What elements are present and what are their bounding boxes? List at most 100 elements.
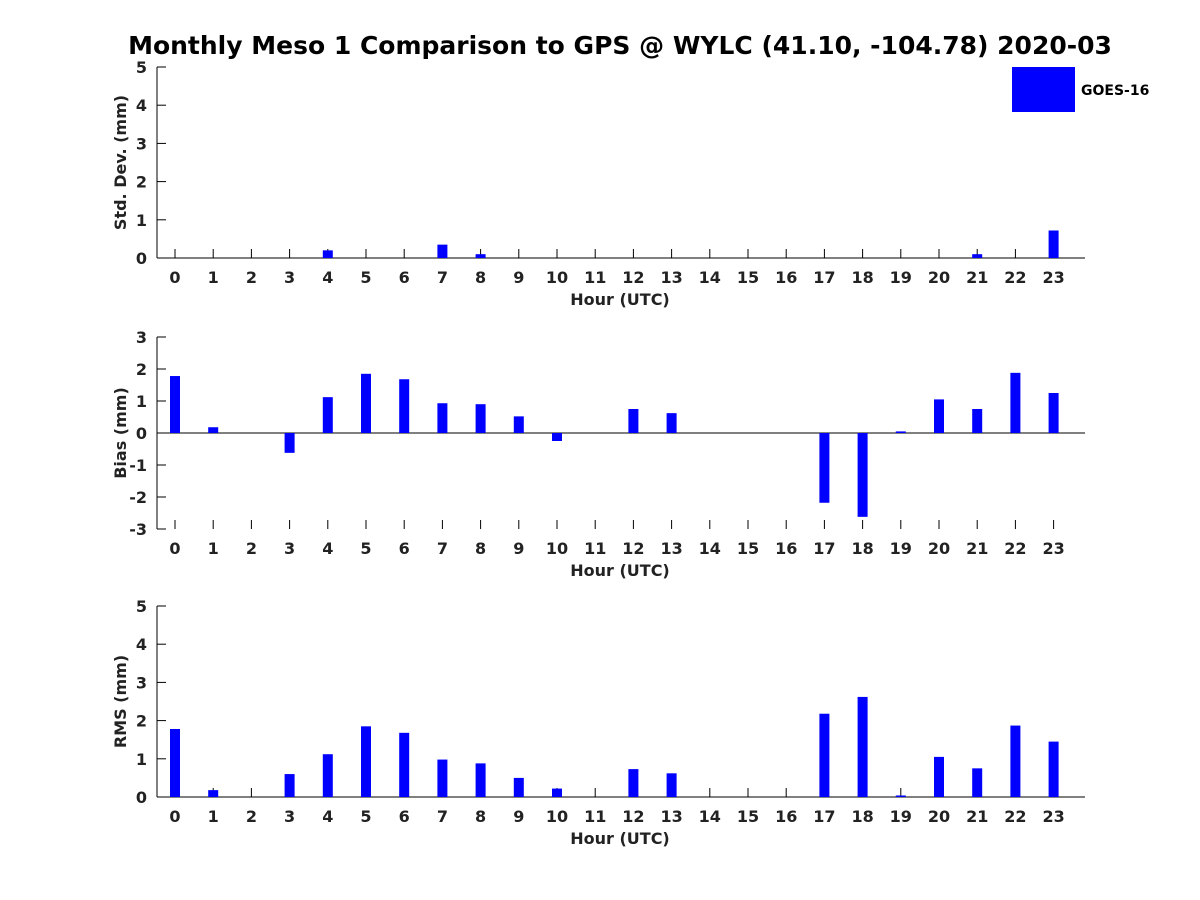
bar bbox=[857, 433, 868, 517]
x-tick-label: 2 bbox=[246, 807, 257, 826]
x-tick-label: 20 bbox=[928, 539, 950, 558]
x-tick-label: 16 bbox=[775, 539, 797, 558]
x-tick-label: 17 bbox=[813, 807, 835, 826]
y-tick-label: 2 bbox=[136, 360, 147, 379]
bar bbox=[895, 795, 906, 797]
y-tick-label: 1 bbox=[136, 750, 147, 769]
bar bbox=[284, 774, 295, 797]
x-tick-label: 10 bbox=[546, 539, 568, 558]
x-tick-label: 12 bbox=[622, 807, 644, 826]
bar bbox=[1010, 725, 1021, 797]
y-axis-label: Std. Dev. (mm) bbox=[111, 95, 130, 230]
bar bbox=[628, 769, 639, 797]
bar bbox=[170, 376, 180, 433]
x-tick-label: 21 bbox=[966, 268, 988, 287]
x-tick-label: 22 bbox=[1004, 807, 1026, 826]
bar bbox=[1048, 393, 1059, 433]
bar bbox=[513, 416, 524, 433]
x-tick-label: 3 bbox=[284, 807, 295, 826]
x-tick-label: 15 bbox=[737, 807, 759, 826]
y-tick-label: 3 bbox=[136, 134, 147, 153]
legend-label: GOES-16 bbox=[1081, 83, 1149, 99]
x-tick-label: 13 bbox=[660, 268, 682, 287]
x-axis-label: Hour (UTC) bbox=[570, 561, 670, 580]
bar bbox=[934, 756, 944, 797]
bar bbox=[475, 254, 486, 258]
y-tick-label: 0 bbox=[136, 249, 147, 268]
x-tick-label: 18 bbox=[851, 539, 873, 558]
x-axis-label: Hour (UTC) bbox=[570, 829, 670, 848]
bar bbox=[628, 409, 639, 433]
x-tick-label: 4 bbox=[322, 807, 333, 826]
x-tick-label: 4 bbox=[322, 539, 333, 558]
x-tick-label: 11 bbox=[584, 268, 606, 287]
x-tick-label: 3 bbox=[284, 268, 295, 287]
x-tick-label: 15 bbox=[737, 539, 759, 558]
x-tick-label: 5 bbox=[360, 539, 371, 558]
legend: GOES-16 bbox=[1012, 67, 1149, 112]
bar bbox=[934, 399, 944, 433]
y-tick-label: 0 bbox=[136, 788, 147, 807]
y-tick-label: 3 bbox=[136, 328, 147, 347]
x-tick-label: 19 bbox=[890, 807, 912, 826]
y-tick-label: 1 bbox=[136, 392, 147, 411]
bar bbox=[972, 254, 983, 258]
x-tick-label: 2 bbox=[246, 268, 257, 287]
x-tick-label: 14 bbox=[699, 539, 721, 558]
bar bbox=[666, 773, 677, 797]
x-tick-label: 13 bbox=[660, 539, 682, 558]
x-tick-label: 8 bbox=[475, 268, 486, 287]
x-tick-label: 23 bbox=[1042, 807, 1064, 826]
bar bbox=[857, 696, 868, 797]
bar bbox=[1048, 741, 1059, 797]
x-tick-label: 8 bbox=[475, 539, 486, 558]
x-tick-label: 6 bbox=[399, 807, 410, 826]
y-tick-label: 3 bbox=[136, 673, 147, 692]
x-tick-label: 12 bbox=[622, 268, 644, 287]
x-tick-label: 18 bbox=[851, 807, 873, 826]
x-tick-label: 14 bbox=[699, 807, 721, 826]
x-tick-label: 11 bbox=[584, 807, 606, 826]
x-tick-label: 0 bbox=[169, 539, 180, 558]
bar bbox=[322, 754, 333, 797]
x-tick-label: 3 bbox=[284, 539, 295, 558]
bar bbox=[819, 433, 830, 503]
x-tick-label: 6 bbox=[399, 539, 410, 558]
bar bbox=[361, 373, 371, 433]
bar bbox=[475, 763, 486, 797]
x-tick-label: 22 bbox=[1004, 268, 1026, 287]
x-tick-label: 6 bbox=[399, 268, 410, 287]
bar bbox=[322, 250, 333, 258]
x-tick-label: 18 bbox=[851, 268, 873, 287]
x-tick-label: 10 bbox=[546, 807, 568, 826]
x-tick-label: 5 bbox=[360, 807, 371, 826]
y-tick-label: 1 bbox=[136, 211, 147, 230]
bar bbox=[513, 777, 524, 797]
bar bbox=[475, 404, 486, 433]
x-tick-label: 16 bbox=[775, 268, 797, 287]
x-tick-label: 10 bbox=[546, 268, 568, 287]
bar bbox=[666, 413, 677, 433]
y-tick-label: 5 bbox=[136, 597, 147, 616]
bar bbox=[399, 379, 410, 433]
y-tick-label: 0 bbox=[136, 424, 147, 443]
bar bbox=[895, 431, 906, 433]
legend-swatch bbox=[1012, 67, 1075, 112]
x-tick-label: 7 bbox=[437, 539, 448, 558]
x-tick-label: 9 bbox=[513, 807, 524, 826]
x-tick-label: 8 bbox=[475, 807, 486, 826]
x-tick-label: 4 bbox=[322, 268, 333, 287]
y-axis-label: RMS (mm) bbox=[111, 655, 130, 748]
chart-title: Monthly Meso 1 Comparison to GPS @ WYLC … bbox=[128, 31, 1112, 60]
bar bbox=[322, 397, 333, 433]
x-tick-label: 22 bbox=[1004, 539, 1026, 558]
x-tick-label: 2 bbox=[246, 539, 257, 558]
x-tick-label: 1 bbox=[208, 268, 219, 287]
x-tick-label: 21 bbox=[966, 807, 988, 826]
bar bbox=[208, 790, 219, 797]
x-tick-label: 15 bbox=[737, 268, 759, 287]
bar bbox=[208, 427, 219, 433]
